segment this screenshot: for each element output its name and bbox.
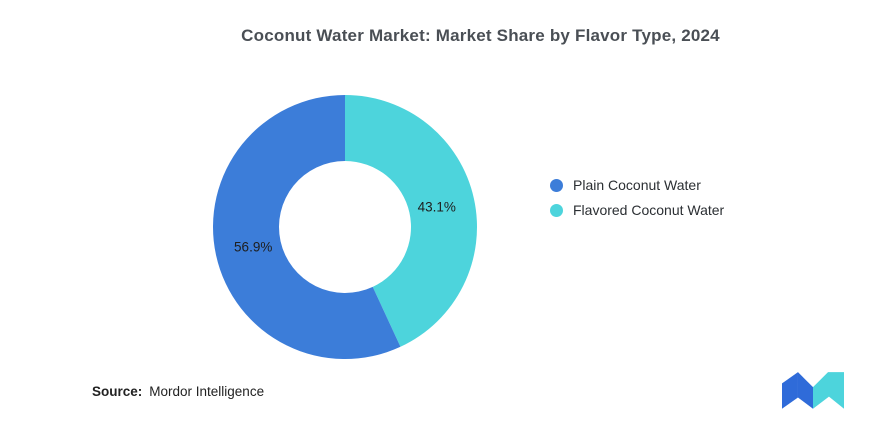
logo-right-ribbon (813, 372, 844, 409)
legend-dot-flavored-icon (550, 203, 563, 217)
donut-chart-area: 43.1% 56.9% (195, 77, 495, 377)
source-prefix: Source: (92, 384, 143, 399)
chart-title: Coconut Water Market: Market Share by Fl… (241, 26, 720, 45)
legend-label-flavored: Flavored Coconut Water (573, 202, 725, 218)
donut-slice-plain-coconut-water (213, 95, 401, 359)
legend-label-plain: Plain Coconut Water (573, 177, 701, 193)
slice-value-label: 56.9% (234, 240, 272, 255)
mordor-intelligence-logo (782, 372, 844, 409)
legend-item-plain-coconut-water: Plain Coconut Water (550, 177, 724, 193)
donut-slice-flavored-coconut-water (345, 95, 478, 347)
source-name: Mordor Intelligence (149, 384, 265, 399)
logo-middle-ribbon (797, 372, 813, 409)
donut-chart: 43.1% 56.9% (213, 95, 478, 359)
legend: Plain Coconut Water Flavored Coconut Wat… (550, 177, 724, 218)
source-line: Source: Mordor Intelligence (92, 384, 264, 399)
slice-value-label: 43.1% (418, 199, 456, 214)
logo-left-ribbon (782, 372, 798, 409)
legend-item-flavored-coconut-water: Flavored Coconut Water (550, 202, 724, 218)
legend-dot-plain-icon (550, 178, 563, 192)
